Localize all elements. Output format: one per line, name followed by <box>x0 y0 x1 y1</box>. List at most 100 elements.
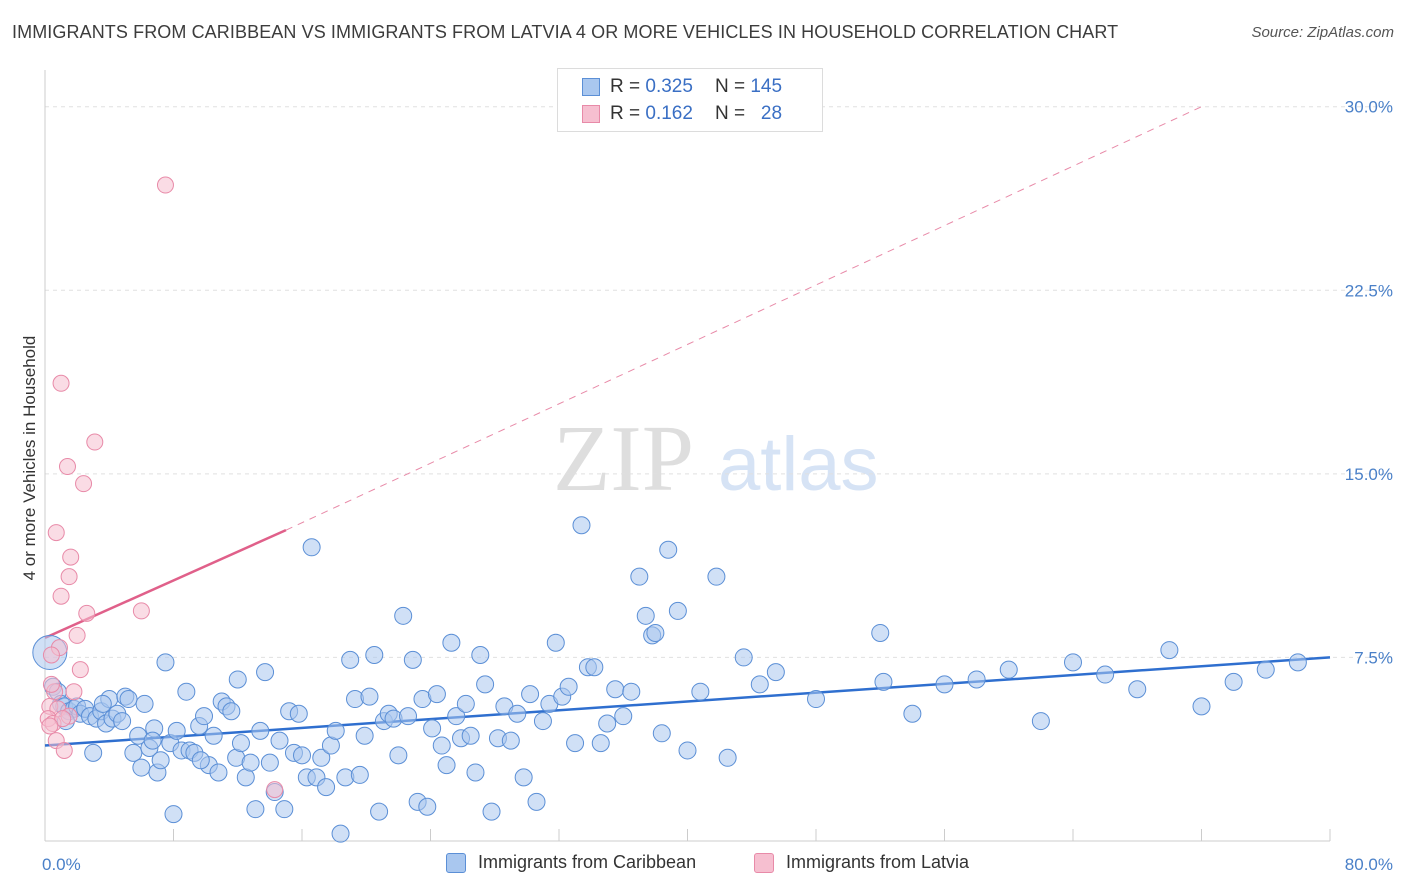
data-point-caribbean <box>113 712 132 731</box>
data-point-caribbean <box>1128 680 1147 699</box>
data-point-caribbean <box>231 734 250 753</box>
chart-title: IMMIGRANTS FROM CARIBBEAN VS IMMIGRANTS … <box>12 22 1119 42</box>
data-point-latvia <box>62 548 80 566</box>
data-point-caribbean <box>394 606 413 625</box>
data-point-latvia <box>60 568 78 586</box>
data-point-caribbean <box>326 721 345 740</box>
data-point-caribbean <box>652 724 671 743</box>
series-legend: Immigrants from Caribbean Immigrants fro… <box>0 852 1406 878</box>
data-point-caribbean <box>124 743 143 762</box>
data-point-latvia <box>68 626 86 644</box>
legend-swatch-latvia <box>582 105 600 123</box>
legend-r-label: R = <box>610 76 641 97</box>
data-point-caribbean <box>389 746 408 765</box>
watermark-atlas: atlas <box>718 422 879 507</box>
data-point-latvia <box>266 781 284 799</box>
data-point-caribbean <box>370 802 389 821</box>
data-point-caribbean <box>317 778 336 797</box>
data-point-caribbean <box>331 824 350 843</box>
data-point-caribbean <box>456 694 475 713</box>
data-point-caribbean <box>646 623 665 642</box>
data-point-caribbean <box>156 653 175 672</box>
legend-swatch-latvia <box>754 852 774 873</box>
data-point-caribbean <box>275 800 294 819</box>
data-point-caribbean <box>360 687 379 706</box>
data-point-caribbean <box>423 719 442 738</box>
data-point-caribbean <box>501 731 520 750</box>
data-point-caribbean <box>270 731 289 750</box>
data-point-caribbean <box>466 763 485 782</box>
data-point-caribbean <box>903 704 922 723</box>
legend-n-label: N = <box>714 103 746 124</box>
data-point-caribbean <box>399 707 418 726</box>
legend-item-caribbean: Immigrants from Caribbean <box>446 852 696 873</box>
data-point-caribbean <box>606 680 625 699</box>
data-point-caribbean <box>177 682 196 701</box>
data-point-caribbean <box>598 714 617 733</box>
data-point-latvia <box>156 176 174 194</box>
data-point-caribbean <box>256 663 275 682</box>
data-point-latvia <box>55 741 73 759</box>
data-point-caribbean <box>289 704 308 723</box>
data-point-caribbean <box>447 707 466 726</box>
y-tick-label: 15.0% <box>1345 465 1393 484</box>
data-point-latvia <box>78 604 96 622</box>
data-point-caribbean <box>260 753 279 772</box>
data-point-latvia <box>132 602 150 620</box>
data-point-caribbean <box>350 765 369 784</box>
data-point-caribbean <box>403 650 422 669</box>
data-point-caribbean <box>461 726 480 745</box>
source-attribution: Source: ZipAtlas.com <box>1251 24 1394 41</box>
data-point-latvia <box>58 458 76 476</box>
data-point-caribbean <box>432 736 451 755</box>
data-point-latvia <box>86 433 104 451</box>
data-point-caribbean <box>1064 653 1082 672</box>
data-point-caribbean <box>559 677 578 696</box>
data-point-caribbean <box>341 650 360 669</box>
data-point-caribbean <box>312 748 331 767</box>
x-tick-label-max: 80.0% <box>1345 855 1393 874</box>
data-point-caribbean <box>135 694 154 713</box>
data-point-caribbean <box>476 675 495 694</box>
legend-row-latvia: R = 0.162 N = 28 <box>582 101 782 127</box>
data-point-caribbean <box>591 734 610 753</box>
legend-swatch-caribbean <box>582 78 600 96</box>
data-point-caribbean <box>566 734 585 753</box>
data-point-caribbean <box>418 797 437 816</box>
data-point-caribbean <box>678 741 697 760</box>
data-point-latvia <box>54 710 72 728</box>
data-point-caribbean <box>228 670 247 689</box>
watermark-zip: ZIP <box>553 407 694 511</box>
data-point-latvia <box>71 661 89 679</box>
data-point-caribbean <box>521 685 540 704</box>
legend-r-value: 0.325 <box>645 76 693 97</box>
data-point-caribbean <box>1288 653 1307 672</box>
correlation-legend: R = 0.325 N = 145 R = 0.162 N = 28 <box>557 68 823 132</box>
data-point-caribbean <box>151 751 170 770</box>
data-point-caribbean <box>967 670 986 689</box>
data-point-caribbean <box>585 658 604 677</box>
data-point-caribbean <box>1192 697 1211 716</box>
data-point-caribbean <box>365 645 384 664</box>
data-point-caribbean <box>691 682 710 701</box>
series-latvia <box>39 176 284 799</box>
data-point-caribbean <box>1031 712 1050 731</box>
data-point-caribbean <box>707 567 726 586</box>
data-point-caribbean <box>614 707 633 726</box>
data-point-caribbean <box>84 743 103 762</box>
data-point-latvia <box>42 675 60 693</box>
data-point-caribbean <box>734 648 753 667</box>
tick-labels: 7.5% 15.0% 22.5% 30.0% 0.0% 80.0% <box>42 98 1393 874</box>
watermark: ZIP atlas <box>553 407 879 511</box>
legend-item-latvia: Immigrants from Latvia <box>754 852 969 873</box>
legend-n-value: 28 <box>760 103 783 124</box>
data-point-caribbean <box>718 748 737 767</box>
data-point-caribbean <box>442 633 461 652</box>
legend-r-value: 0.162 <box>645 103 693 124</box>
y-tick-label: 30.0% <box>1345 98 1393 117</box>
data-point-caribbean <box>1096 665 1115 684</box>
data-point-caribbean <box>471 645 490 664</box>
data-point-caribbean <box>636 606 655 625</box>
x-tick-label-min: 0.0% <box>42 855 81 874</box>
